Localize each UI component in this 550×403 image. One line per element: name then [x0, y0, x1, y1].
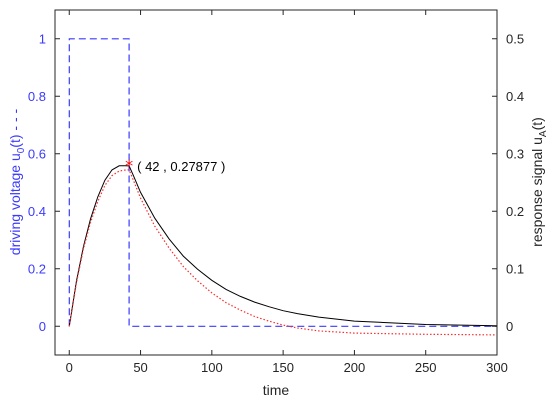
x-axis-ticks: 0 50 100 150 200 250 300 — [66, 10, 508, 375]
left-tick-label: 0.2 — [28, 261, 46, 276]
series-layer — [68, 38, 498, 336]
left-tick-label: 1 — [39, 31, 46, 46]
plot-area — [55, 10, 497, 355]
series-line-1 — [68, 38, 497, 327]
annotation-label: ( 42 , 0.27877 ) — [137, 159, 225, 174]
right-tick-label: 0.3 — [506, 146, 524, 161]
right-tick-label: 0.4 — [506, 89, 524, 104]
right-tick-label: 0 — [506, 319, 513, 334]
annotation-layer: * ( 42 , 0.27877 ) — [125, 156, 225, 175]
x-tick-label: 0 — [66, 360, 73, 375]
series-line-2 — [68, 165, 498, 327]
annotation-marker: * — [125, 156, 133, 175]
left-tick-label: 0.6 — [28, 146, 46, 161]
right-tick-label: 0.2 — [506, 204, 524, 219]
right-tick-label: 0.1 — [506, 261, 524, 276]
left-tick-label: 0 — [39, 319, 46, 334]
right-axis-ticks: 0 0.1 0.2 0.3 0.4 0.5 — [492, 31, 524, 334]
left-axis-ticks: 0 0.2 0.4 0.6 0.8 1 — [28, 31, 60, 334]
x-tick-label: 200 — [344, 360, 366, 375]
right-axis-label: response signal uA(t) — [529, 117, 549, 247]
x-tick-label: 300 — [486, 360, 508, 375]
right-tick-label: 0.5 — [506, 31, 524, 46]
left-tick-label: 0.4 — [28, 204, 46, 219]
plot-frame — [54, 9, 498, 356]
series-line-3 — [68, 169, 498, 336]
left-tick-label: 0.8 — [28, 89, 46, 104]
x-tick-label: 100 — [201, 360, 223, 375]
x-tick-label: 50 — [133, 360, 147, 375]
x-tick-label: 250 — [415, 360, 437, 375]
x-tick-label: 150 — [272, 360, 294, 375]
x-axis-label: time — [263, 382, 290, 398]
left-axis-label: driving voltage u0(t) - - - — [7, 108, 27, 255]
